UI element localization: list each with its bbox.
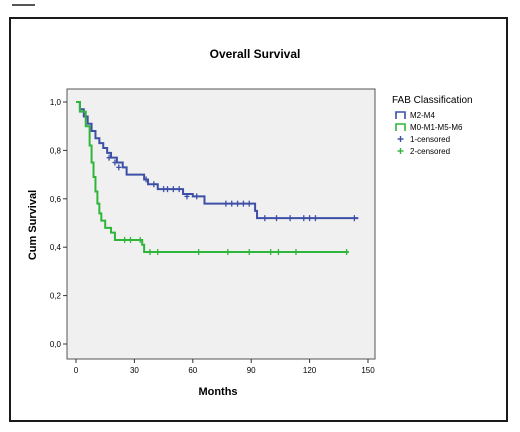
censor-mark-2 [122, 236, 128, 243]
x-axis-ticks: 0 30 60 90 120 150 [74, 359, 375, 375]
plot-area [66, 88, 376, 360]
y-tick-label: 1,0 [50, 98, 62, 107]
legend-entry-label: 2-censored [410, 147, 450, 156]
legend-entry-label: M2-M4 [410, 111, 435, 120]
legend: FAB Classification M2-M4 M0-M1-M5-M6 1-cen… [392, 95, 473, 156]
y-axis-label: Cum Survival [27, 190, 39, 260]
x-tick-label: 60 [188, 366, 197, 375]
censor-mark-1 [176, 186, 182, 193]
censor-mark-2 [225, 249, 231, 256]
censor-mark-1 [235, 200, 241, 207]
y-tick-label: 0,4 [50, 243, 62, 252]
censor-mark-1 [307, 215, 313, 222]
censor-mark-1 [351, 215, 357, 222]
censor-mark-1 [170, 186, 176, 193]
chart-title: Overall Survival [210, 47, 301, 61]
censor-mark-2 [196, 249, 202, 256]
x-tick-label: 30 [130, 366, 139, 375]
censor-mark-2 [155, 249, 161, 256]
censor-mark-1 [274, 215, 280, 222]
legend-title: FAB Classification [392, 95, 473, 106]
censor-mark-2 [147, 249, 153, 256]
legend-entry-label: 1-censored [410, 135, 450, 144]
y-tick-label: 0,0 [50, 340, 62, 349]
legend-entry-label: M0-M1-M5-M6 [410, 123, 463, 132]
censor-mark-1 [116, 164, 122, 171]
y-tick-label: 0,6 [50, 195, 62, 204]
y-tick-label: 0,8 [50, 146, 62, 155]
series-layer [76, 101, 359, 256]
censor-mark-2 [275, 249, 281, 256]
censor-mark-1 [240, 200, 246, 207]
y-axis-ticks: 0,0 0,2 0,4 0,6 0,8 1,0 [50, 98, 67, 349]
censor-mark-2 [137, 236, 143, 243]
legend-line-swatch [395, 123, 406, 131]
censor-mark-1 [164, 186, 170, 193]
series-line-2 [76, 101, 349, 254]
censor-mark-2 [344, 249, 350, 256]
censor-mark-1 [143, 176, 149, 183]
x-axis-label: Months [198, 386, 237, 398]
censor-mark-1 [223, 200, 229, 207]
legend-line-swatch [395, 111, 406, 119]
censor-mark-1 [194, 193, 200, 200]
x-tick-label: 150 [361, 366, 375, 375]
censor-mark-1 [301, 215, 307, 222]
censor-mark-1 [151, 181, 157, 188]
x-tick-label: 90 [247, 366, 256, 375]
censor-mark-2 [293, 249, 299, 256]
y-tick-label: 0,2 [50, 292, 62, 301]
censor-mark-1 [262, 215, 268, 222]
top-decoration-line [12, 4, 35, 6]
x-tick-label: 0 [74, 366, 79, 375]
censor-mark-2 [246, 249, 252, 256]
censor-mark-1 [184, 193, 190, 200]
censor-mark-2 [268, 249, 274, 256]
x-tick-label: 120 [303, 366, 317, 375]
censor-mark-1 [287, 215, 293, 222]
censor-mark-1 [112, 159, 118, 166]
censor-mark-1 [106, 154, 112, 161]
censor-mark-1 [246, 200, 252, 207]
censor-mark-1 [312, 215, 318, 222]
censor-mark-1 [229, 200, 235, 207]
censor-mark-2 [128, 236, 134, 243]
